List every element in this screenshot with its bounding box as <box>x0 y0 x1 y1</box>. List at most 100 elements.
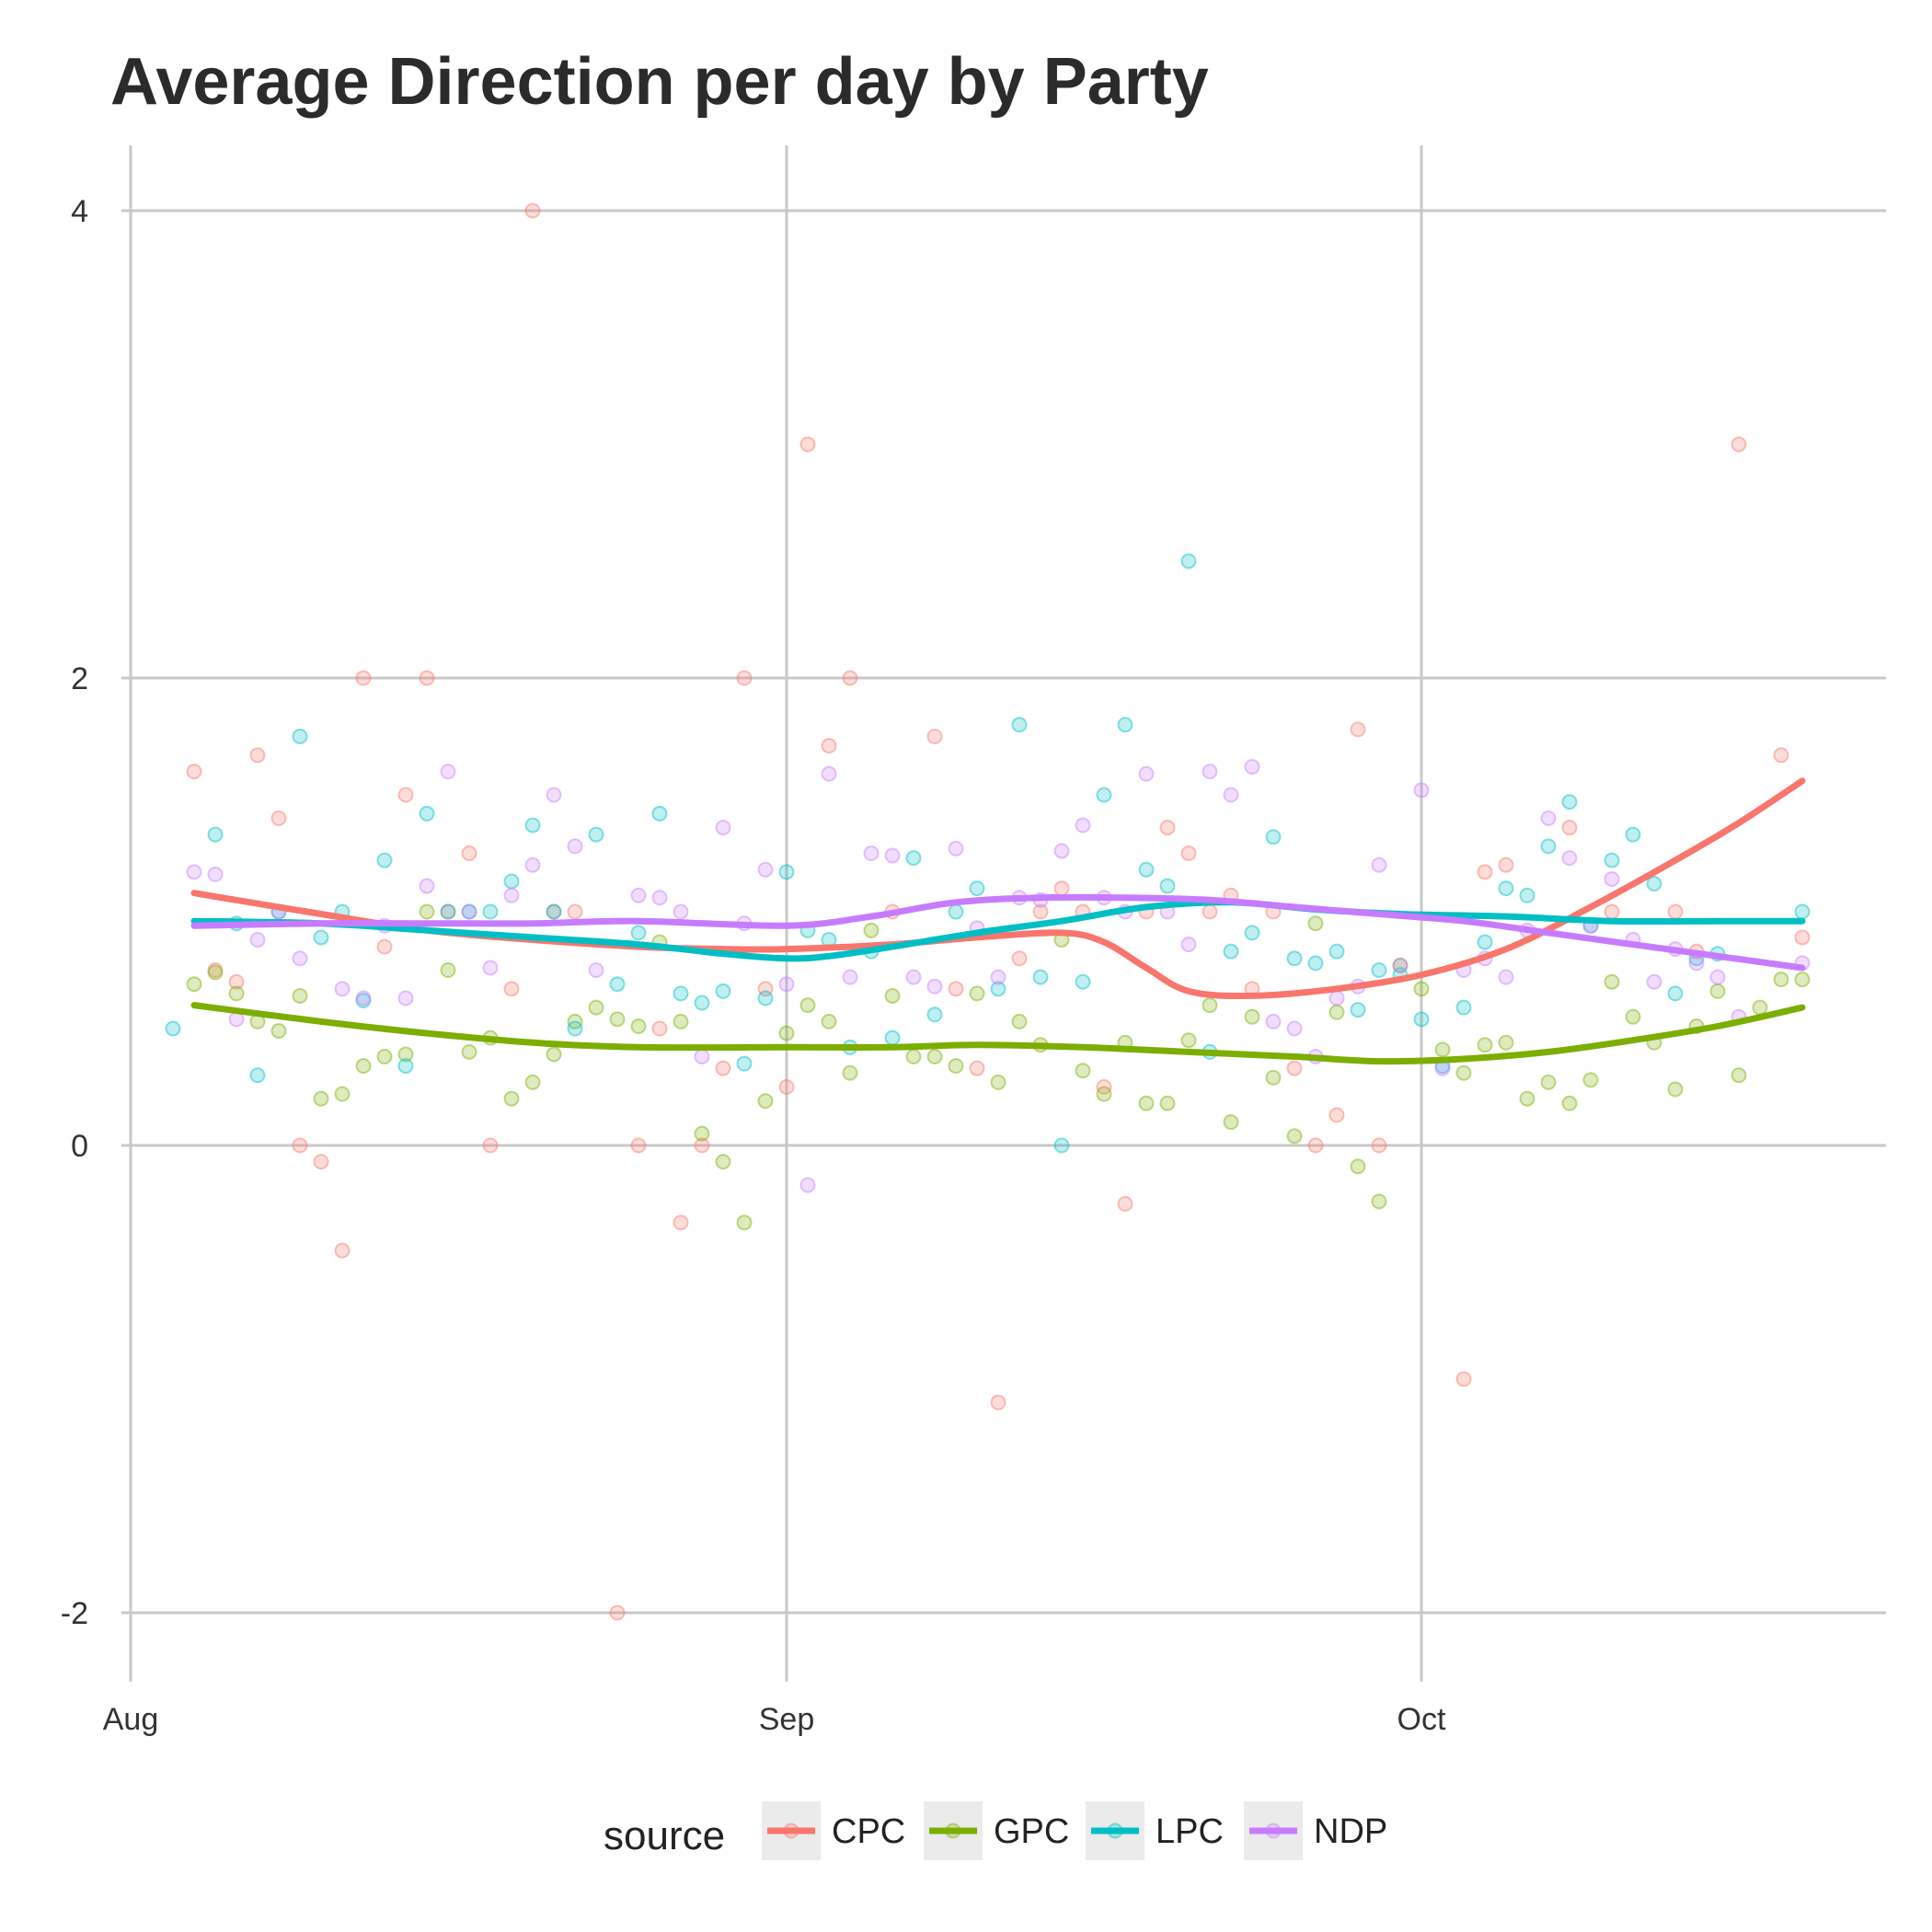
data-point-ndp <box>1138 765 1155 782</box>
data-point-lpc <box>1498 880 1514 897</box>
data-point-cpc <box>1498 857 1514 873</box>
data-point-ndp <box>1053 843 1070 859</box>
data-point-cpc <box>1117 1196 1133 1212</box>
data-point-cpc <box>799 436 816 453</box>
data-point-cpc <box>1096 1079 1112 1095</box>
data-point-gpc <box>1434 1041 1451 1058</box>
data-point-gpc <box>588 999 604 1016</box>
data-point-lpc <box>588 826 604 843</box>
data-point-ndp <box>1202 764 1218 780</box>
data-point-gpc <box>228 985 245 1002</box>
legend-key-point <box>945 1823 961 1839</box>
x-tick-label: Sep <box>759 1702 815 1737</box>
data-point-ndp <box>630 887 647 903</box>
data-point-cpc <box>1561 820 1578 836</box>
data-point-cpc <box>186 764 202 780</box>
gridlines <box>121 145 1886 1682</box>
data-point-ndp <box>482 960 499 976</box>
data-point-ndp <box>715 820 731 836</box>
data-point-cpc <box>292 1137 308 1154</box>
data-point-gpc <box>990 1074 1006 1090</box>
data-point-lpc <box>884 1029 901 1046</box>
data-point-lpc <box>715 983 731 999</box>
data-point-lpc <box>1307 955 1324 972</box>
data-point-lpc <box>1455 999 1472 1016</box>
data-point-lpc <box>1286 950 1303 967</box>
data-point-ndp <box>1244 759 1260 776</box>
data-point-lpc <box>926 1006 943 1023</box>
data-point-lpc <box>990 981 1006 997</box>
data-point-ndp <box>905 969 922 985</box>
data-point-gpc <box>440 962 456 978</box>
data-point-lpc <box>757 990 774 1006</box>
data-point-ndp <box>546 787 562 803</box>
data-point-lpc <box>546 903 562 920</box>
y-tick-label: 4 <box>71 194 88 229</box>
data-point-cpc <box>524 202 541 219</box>
data-point-cpc <box>1180 845 1197 861</box>
data-point-gpc <box>863 922 880 938</box>
data-point-gpc <box>821 1013 837 1029</box>
data-point-ndp <box>1265 1013 1282 1029</box>
y-tick-label: -2 <box>61 1596 88 1631</box>
data-point-lpc <box>969 880 985 897</box>
data-point-ndp <box>1709 969 1726 985</box>
data-point-cpc <box>503 981 520 997</box>
data-point-gpc <box>1307 915 1324 932</box>
x-tick-label: Oct <box>1397 1702 1446 1737</box>
data-point-ndp <box>757 861 774 878</box>
data-point-ndp <box>990 969 1006 985</box>
data-point-ndp <box>1371 857 1387 873</box>
data-point-cpc <box>948 981 964 997</box>
data-point-ndp <box>884 847 901 864</box>
data-point-cpc <box>1053 880 1070 897</box>
data-point-cpc <box>1773 747 1789 764</box>
legend-title: source <box>604 1813 725 1858</box>
data-point-cpc <box>376 938 393 955</box>
data-point-gpc <box>1371 1193 1387 1210</box>
data-point-gpc <box>1794 972 1811 988</box>
smooth-line-ndp <box>190 893 1806 972</box>
data-point-gpc <box>926 1048 943 1064</box>
data-point-ndp <box>863 845 880 861</box>
data-point-lpc <box>524 817 541 834</box>
data-point-cpc <box>1032 903 1049 920</box>
data-point-ndp <box>694 1048 710 1064</box>
data-point-lpc <box>673 985 689 1002</box>
data-point-gpc <box>1752 999 1768 1016</box>
data-point-cpc <box>567 903 583 920</box>
data-point-cpc <box>440 903 456 920</box>
data-point-ndp <box>419 878 435 894</box>
data-point-lpc <box>376 852 393 868</box>
data-point-gpc <box>461 1043 477 1060</box>
data-point-gpc <box>715 1154 731 1170</box>
data-point-ndp <box>948 840 964 857</box>
data-point-ndp <box>1434 1060 1451 1076</box>
data-point-ndp <box>355 990 372 1006</box>
data-point-gpc <box>524 1074 541 1090</box>
smooth-line-lpc <box>190 899 1806 962</box>
data-point-ndp <box>334 981 351 997</box>
data-point-ndp <box>440 764 456 780</box>
data-point-cpc <box>926 729 943 744</box>
data-point-gpc <box>1625 1008 1641 1025</box>
data-point-lpc <box>1011 717 1028 733</box>
data-point-lpc <box>905 850 922 867</box>
data-point-gpc <box>419 903 435 920</box>
data-point-lpc <box>1096 787 1112 803</box>
data-point-lpc <box>1625 826 1641 843</box>
data-point-lpc <box>736 1055 753 1072</box>
data-point-gpc <box>1075 1063 1091 1079</box>
data-point-lpc <box>1180 553 1197 569</box>
data-point-ndp <box>673 903 689 920</box>
data-point-cpc <box>334 1242 351 1259</box>
data-point-cpc <box>1011 950 1028 967</box>
data-point-lpc <box>1117 717 1133 733</box>
data-point-cpc <box>461 845 477 861</box>
data-point-cpc <box>736 670 753 686</box>
legend-key-point <box>1107 1823 1123 1839</box>
data-point-lpc <box>249 1067 266 1084</box>
data-point-ndp <box>778 976 795 993</box>
data-point-ndp <box>1646 973 1662 990</box>
data-point-lpc <box>1794 903 1811 920</box>
